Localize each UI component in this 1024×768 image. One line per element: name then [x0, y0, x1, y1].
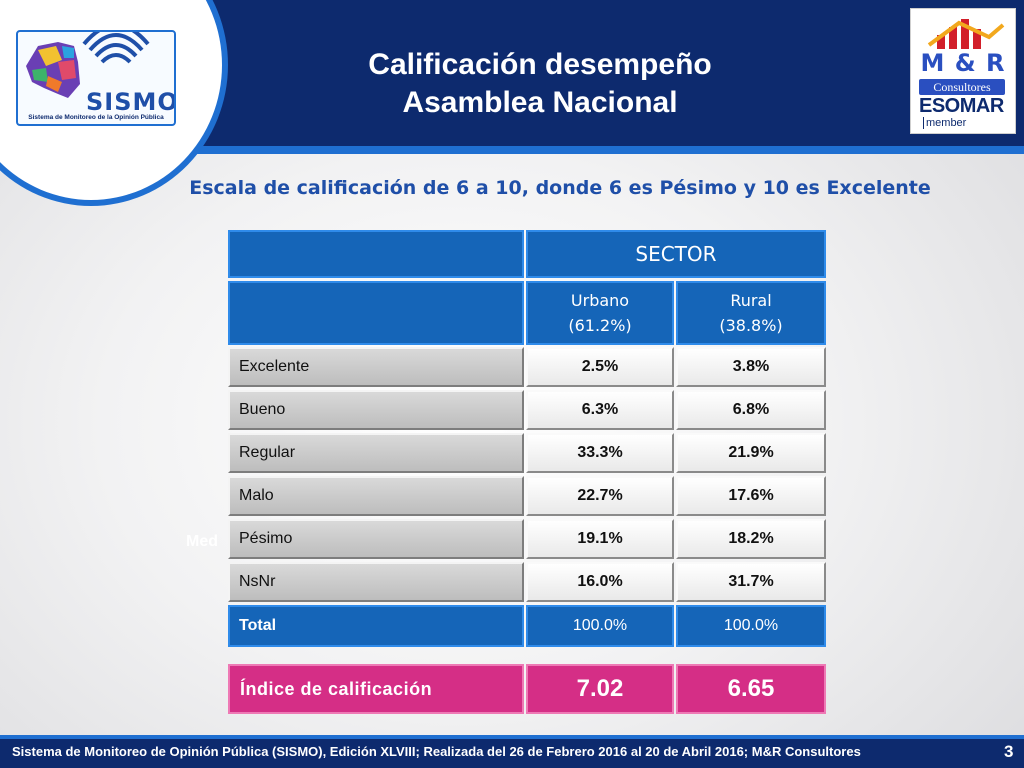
index-urbano: 7.02 [526, 664, 674, 714]
esomar-word: ESOMAR [919, 95, 1004, 117]
row-label: Bueno [228, 390, 524, 430]
cell-rural: 6.8% [676, 390, 826, 430]
index-row: Índice de calificación 7.02 6.65 [228, 664, 828, 714]
table-subheader-row: Urbano (61.2%) Rural (38.8%) [228, 281, 828, 345]
row-label: Excelente [228, 347, 524, 387]
cell-rural: 3.8% [676, 347, 826, 387]
column-name: Urbano [570, 291, 630, 310]
row-label: NsNr [228, 562, 524, 602]
sismo-wordmark: SISMO [86, 88, 176, 116]
title-line-2: Asamblea Nacional [402, 86, 678, 119]
total-rural: 100.0% [676, 605, 826, 647]
footer-band [0, 735, 1024, 768]
header-stripe [0, 146, 1024, 154]
table-total-row: Total 100.0% 100.0% [228, 605, 828, 647]
table-row: Excelente 2.5% 3.8% [228, 347, 828, 387]
table-row: NsNr 16.0% 31.7% [228, 562, 828, 602]
cell-urbano: 2.5% [526, 347, 674, 387]
table-header-row: SECTOR [228, 230, 828, 278]
mr-esomar-logo: M & R Consultores ESOMAR member [910, 8, 1016, 134]
cell-rural: 17.6% [676, 476, 826, 516]
column-name: Rural [730, 291, 772, 310]
index-rural: 6.65 [676, 664, 826, 714]
bar-chart-logo-icon [927, 19, 1005, 49]
column-share: (38.8%) [719, 316, 783, 335]
column-share: (61.2%) [568, 316, 632, 335]
nicaragua-map-icon [26, 32, 150, 98]
sector-header: SECTOR [526, 230, 826, 278]
row-label-text: Regular [239, 444, 296, 461]
row-label: Regular [228, 433, 524, 473]
page-title: Calificación desempeño Asamblea Nacional [300, 46, 780, 122]
table-row: Bueno 6.3% 6.8% [228, 390, 828, 430]
cell-rural: 31.7% [676, 562, 826, 602]
table-row: Malo 22.7% 17.6% [228, 476, 828, 516]
cell-urbano: 6.3% [526, 390, 674, 430]
cell-urbano: 16.0% [526, 562, 674, 602]
mr-mark: M & R [920, 49, 1006, 77]
scale-subtitle: Escala de calificación de 6 a 10, donde … [189, 177, 931, 199]
total-label: Total [228, 605, 524, 647]
sismo-caption: Sistema de Monitoreo de la Opinión Públi… [28, 114, 164, 121]
row-label-text: NsNr [239, 573, 276, 590]
title-line-1: Calificación desempeño [368, 48, 712, 81]
column-header-urbano: Urbano (61.2%) [526, 281, 674, 345]
total-label-text: Total [239, 617, 277, 634]
mr-consultores: Consultores [919, 79, 1005, 95]
index-label: Índice de calificación [228, 664, 524, 714]
subheader-empty-cell [228, 281, 524, 345]
row-label-text: Excelente [239, 358, 310, 375]
header-empty-cell [228, 230, 524, 278]
row-label-text: Malo [239, 487, 274, 504]
background-ghost-text: Med [186, 533, 218, 550]
footer-text: Sistema de Monitoreo de Opinión Pública … [12, 744, 861, 759]
row-label-text: Bueno [239, 401, 286, 418]
row-label-text: Pésimo [239, 530, 293, 547]
cell-urbano: 22.7% [526, 476, 674, 516]
page-number: 3 [1004, 742, 1014, 761]
column-header-rural: Rural (38.8%) [676, 281, 826, 345]
cell-rural: 18.2% [676, 519, 826, 559]
cell-urbano: 33.3% [526, 433, 674, 473]
esomar-member: member [923, 117, 966, 129]
cell-rural: 21.9% [676, 433, 826, 473]
table-row: Regular 33.3% 21.9% [228, 433, 828, 473]
total-urbano: 100.0% [526, 605, 674, 647]
table-row: Pésimo 19.1% 18.2% [228, 519, 828, 559]
row-label: Pésimo [228, 519, 524, 559]
sismo-logo: SISMO Sistema de Monitoreo de la Opinión… [16, 30, 176, 126]
sector-header-label: SECTOR [635, 242, 717, 266]
row-label: Malo [228, 476, 524, 516]
cell-urbano: 19.1% [526, 519, 674, 559]
